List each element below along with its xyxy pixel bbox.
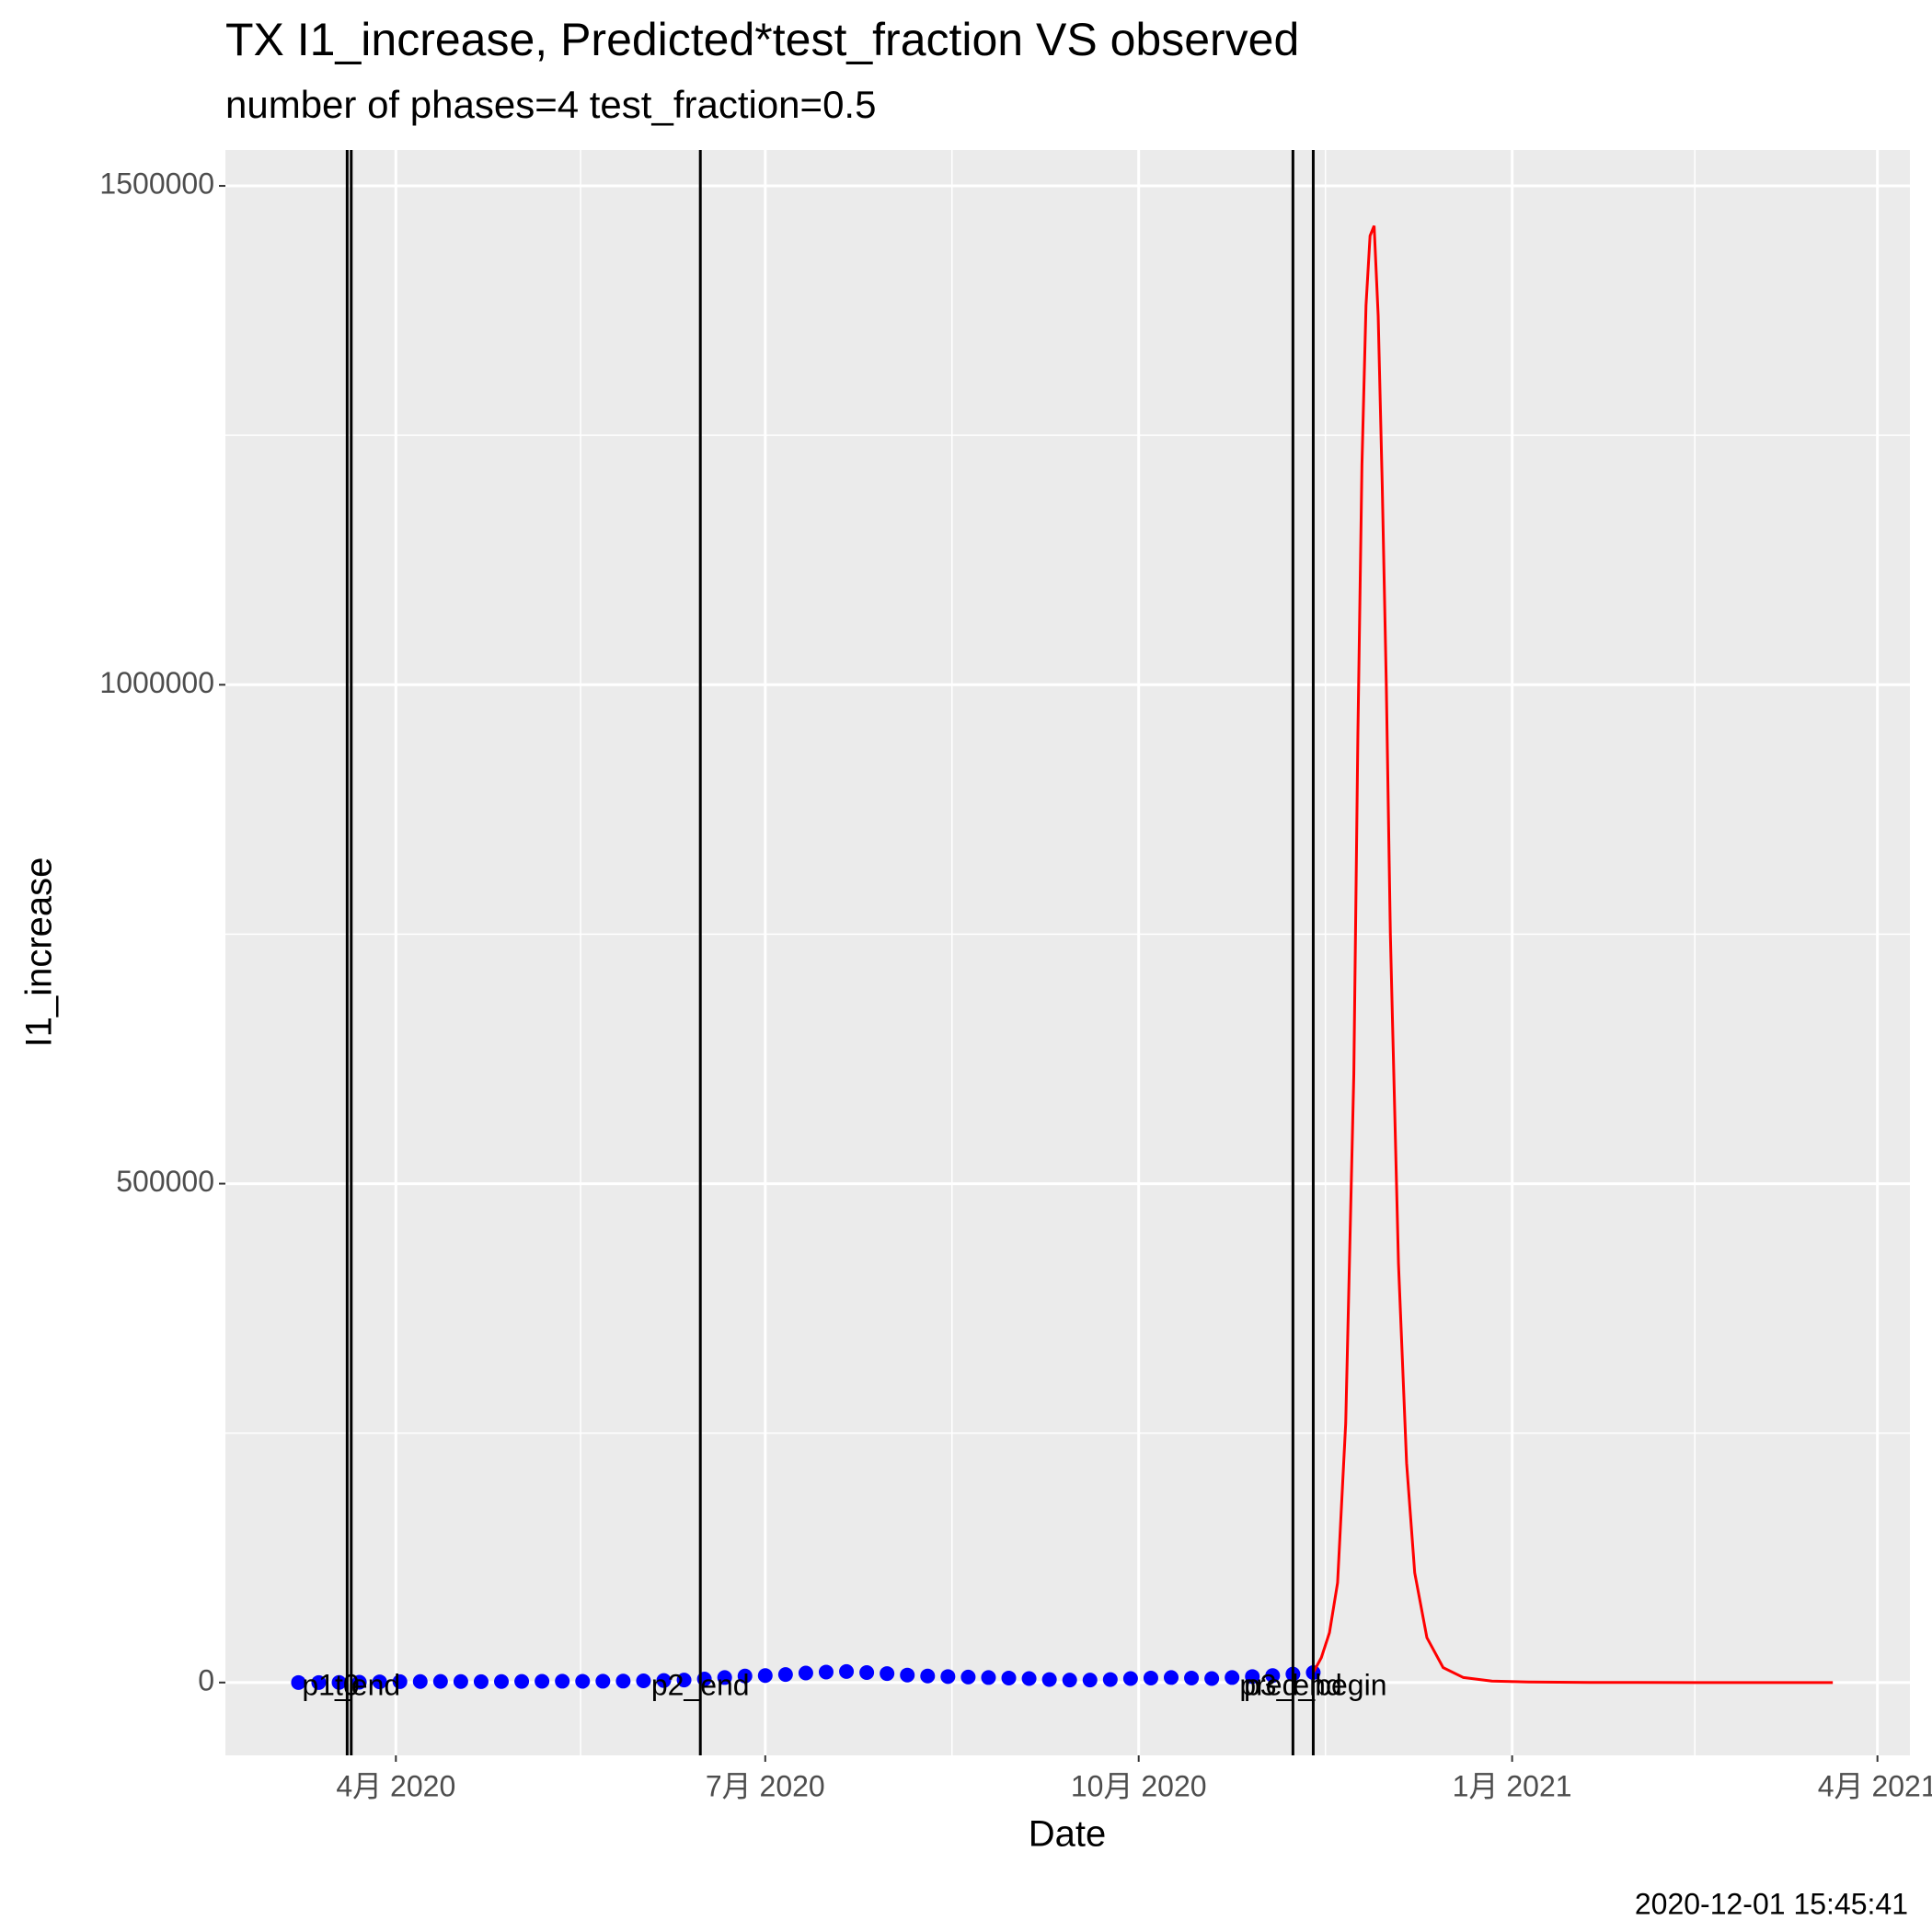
phase-label: p3_end — [1244, 1668, 1342, 1701]
data-point — [676, 1673, 692, 1688]
data-point — [839, 1663, 855, 1679]
data-point — [1245, 1669, 1260, 1685]
data-point — [798, 1665, 813, 1681]
x-tick-label: 4月 2020 — [336, 1769, 455, 1802]
x-tick-label: 4月 2021 — [1818, 1769, 1932, 1802]
data-point — [1184, 1670, 1200, 1685]
data-point — [595, 1673, 611, 1689]
data-point — [1041, 1672, 1057, 1687]
data-point — [636, 1673, 651, 1688]
caption: 2020-12-01 15:45:41 — [1635, 1887, 1908, 1920]
data-point — [372, 1674, 387, 1690]
data-point — [1225, 1670, 1240, 1685]
y-tick-label: 500000 — [116, 1165, 214, 1198]
data-point — [432, 1673, 448, 1689]
plot-panel — [225, 150, 1910, 1755]
data-point — [1265, 1668, 1281, 1684]
x-axis-title: Date — [1029, 1814, 1107, 1855]
data-point — [615, 1673, 631, 1689]
data-point — [1062, 1673, 1077, 1688]
data-point — [1021, 1671, 1037, 1686]
data-point — [311, 1674, 327, 1690]
data-point — [1143, 1670, 1158, 1685]
data-point — [473, 1673, 489, 1689]
y-tick-label: 0 — [198, 1663, 214, 1696]
data-point — [514, 1673, 530, 1689]
data-point — [900, 1667, 915, 1683]
phase-label: pred_begin — [1239, 1668, 1386, 1701]
data-point — [920, 1668, 936, 1684]
data-point — [1082, 1673, 1098, 1688]
data-point — [1001, 1670, 1017, 1685]
data-point — [351, 1674, 367, 1690]
x-tick-label: 10月 2020 — [1071, 1769, 1207, 1802]
data-point — [291, 1674, 306, 1690]
phase-label: p1_end — [302, 1668, 400, 1701]
data-point — [757, 1668, 773, 1684]
data-point — [535, 1673, 550, 1689]
data-point — [880, 1666, 895, 1682]
data-point — [1102, 1672, 1118, 1687]
data-point — [940, 1669, 956, 1685]
data-point — [859, 1664, 875, 1680]
y-tick-label: 1000000 — [99, 666, 214, 699]
data-point — [777, 1667, 793, 1683]
chart-title: TX I1_increase, Predicted*test_fraction … — [225, 14, 1299, 65]
data-point — [818, 1664, 834, 1680]
y-axis-title: I1_increase — [19, 857, 60, 1048]
x-tick-label: 1月 2021 — [1453, 1769, 1572, 1802]
data-point — [575, 1673, 591, 1689]
data-point — [412, 1673, 428, 1689]
data-point — [960, 1669, 976, 1685]
data-point — [981, 1670, 996, 1685]
data-point — [1204, 1671, 1220, 1686]
data-point — [494, 1673, 510, 1689]
data-point — [331, 1674, 347, 1690]
data-point — [453, 1673, 468, 1689]
data-point — [555, 1673, 570, 1689]
data-point — [717, 1670, 732, 1685]
data-point — [656, 1673, 672, 1688]
x-tick-label: 7月 2020 — [706, 1769, 825, 1802]
phase-label: p2_end — [651, 1668, 750, 1701]
data-line — [1312, 224, 1834, 1685]
data-point — [737, 1668, 753, 1684]
data-point — [1122, 1671, 1138, 1686]
phase-label: t0 — [335, 1668, 360, 1701]
data-point — [392, 1673, 408, 1689]
chart-subtitle: number of phases=4 test_fraction=0.5 — [225, 83, 876, 126]
data-point — [1164, 1670, 1179, 1685]
y-tick-label: 1500000 — [99, 167, 214, 200]
